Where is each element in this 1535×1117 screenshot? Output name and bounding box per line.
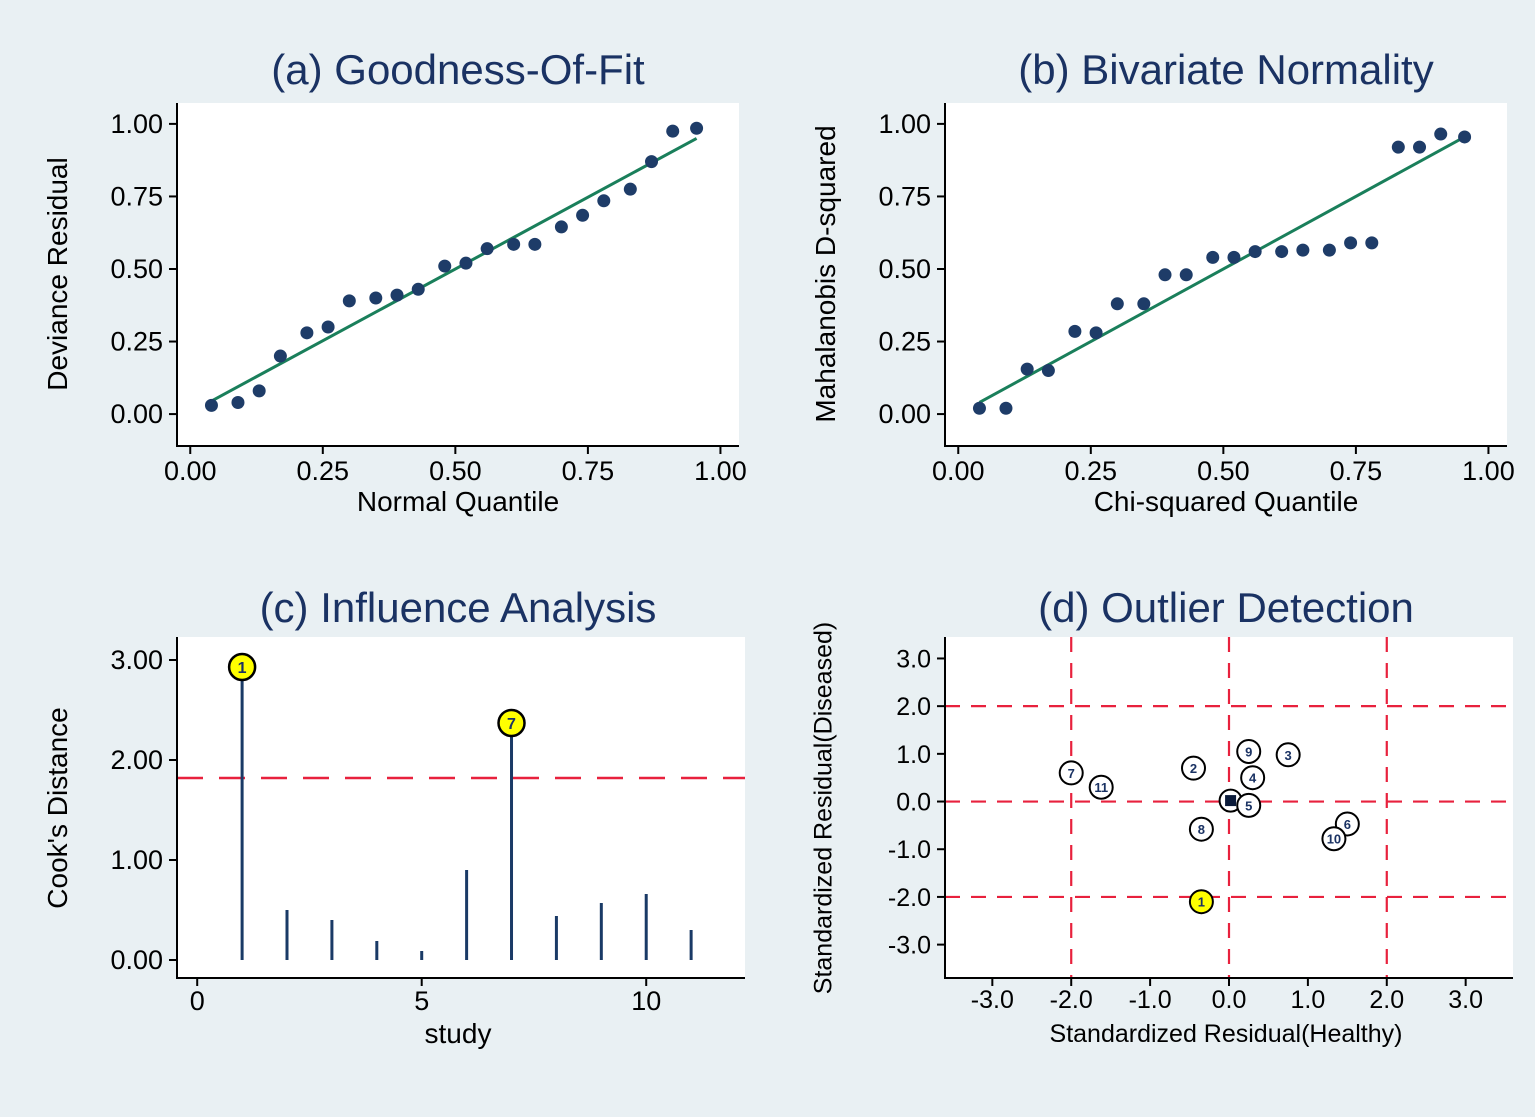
panel-a-y-axis-title: Deviance Residual — [42, 157, 73, 391]
svg-text:0: 0 — [190, 986, 205, 1016]
svg-text:0.00: 0.00 — [932, 456, 985, 486]
panel-goodness-of-fit: 0.00 0.25 0.50 0.75 1.00 0.00 0.25 0.50 0.75 1.00… — [0, 0, 767, 558]
svg-text:5: 5 — [1245, 798, 1252, 813]
svg-text:-1.0: -1.0 — [1129, 986, 1172, 1014]
svg-text:-2.0: -2.0 — [888, 884, 931, 912]
svg-text:1: 1 — [1198, 895, 1205, 910]
svg-text:1.0: 1.0 — [1291, 986, 1326, 1014]
axes — [937, 103, 1507, 454]
svg-text:6: 6 — [1344, 817, 1351, 832]
svg-text:4: 4 — [1249, 771, 1257, 786]
svg-text:0.50: 0.50 — [878, 254, 931, 284]
panel-c-x-axis-title: study — [424, 1018, 492, 1049]
svg-text:7: 7 — [1068, 766, 1075, 781]
svg-text:-3.0: -3.0 — [971, 986, 1014, 1014]
svg-text:5: 5 — [414, 986, 429, 1016]
svg-text:0.75: 0.75 — [878, 181, 931, 211]
svg-text:3.00: 3.00 — [110, 645, 163, 675]
influential-study-markers: 17 — [227, 652, 526, 738]
svg-text:3: 3 — [1285, 748, 1292, 763]
panel-a-title: (a) Goodness-Of-Fit — [271, 46, 645, 93]
svg-text:0.00: 0.00 — [878, 399, 931, 429]
svg-text:11: 11 — [1094, 780, 1108, 795]
svg-text:0.0: 0.0 — [896, 789, 931, 817]
plot-background — [945, 103, 1507, 446]
svg-text:0.25: 0.25 — [1065, 456, 1118, 486]
plot-background — [177, 637, 745, 978]
svg-text:0.25: 0.25 — [878, 327, 931, 357]
fit-line — [210, 137, 698, 403]
scatter-points — [972, 127, 1472, 415]
panel-d-plot-area: -3.0 -2.0 -1.0 0.0 1.0 2.0 3.0 -3.0 -2.0 -1.0 0.0 1… — [888, 637, 1513, 1014]
svg-text:0.50: 0.50 — [110, 254, 163, 284]
svg-text:-3.0: -3.0 — [888, 932, 931, 960]
panel-c-y-axis-title: Cook's Distance — [42, 707, 73, 909]
axes — [169, 637, 745, 986]
panel-b-x-axis-title: Chi-squared Quantile — [1093, 486, 1359, 517]
panel-bivariate-normality: 0.00 0.25 0.50 0.75 1.00 0.00 0.25 0.50 0.75 1.00… — [768, 0, 1535, 558]
svg-text:9: 9 — [1245, 744, 1252, 759]
panel-d-y-axis-title: Standardized Residual(Diseased) — [809, 621, 838, 995]
svg-text:0.25: 0.25 — [297, 456, 350, 486]
svg-text:3.0: 3.0 — [896, 645, 931, 673]
cooks-distance-spikes — [240, 667, 693, 960]
panel-d-x-axis-title: Standardized Residual(Healthy) — [1049, 1020, 1403, 1048]
svg-text:1.00: 1.00 — [1462, 456, 1515, 486]
svg-text:0.00: 0.00 — [164, 456, 217, 486]
svg-text:0.75: 0.75 — [110, 181, 163, 211]
svg-text:1.00: 1.00 — [694, 456, 747, 486]
tick-labels: 0.00 0.25 0.50 0.75 1.00 0.00 0.25 0.50 0.75 1.00 — [110, 109, 746, 486]
svg-text:2.0: 2.0 — [896, 693, 931, 721]
svg-text:-1.0: -1.0 — [888, 836, 931, 864]
svg-text:2.0: 2.0 — [1369, 986, 1404, 1014]
panel-b-title: (b) Bivariate Normality — [1018, 46, 1434, 93]
svg-text:0.75: 0.75 — [1330, 456, 1383, 486]
svg-text:0.25: 0.25 — [110, 327, 163, 357]
panel-d-title: (d) Outlier Detection — [1038, 584, 1414, 631]
svg-text:0.00: 0.00 — [110, 399, 163, 429]
svg-text:1.00: 1.00 — [110, 109, 163, 139]
panel-b-plot-area: 0.00 0.25 0.50 0.75 1.00 0.00 0.25 0.50 0.75 1.00 — [878, 103, 1515, 486]
svg-text:3.0: 3.0 — [1448, 986, 1483, 1014]
axes — [937, 637, 1513, 986]
svg-text:0.50: 0.50 — [1197, 456, 1250, 486]
panel-a-x-axis-title: Normal Quantile — [356, 486, 560, 517]
svg-text:7: 7 — [507, 716, 516, 733]
tick-labels: 0 5 10 0.00 1.00 2.00 3.00 — [110, 645, 661, 1016]
fit-line — [978, 135, 1466, 404]
svg-text:0.50: 0.50 — [429, 456, 482, 486]
panel-influence-analysis: 0 5 10 0.00 1.00 2.00 3.00 1 7 (c) Influence Ana… — [0, 558, 767, 1117]
panel-a-plot-area: 0.00 0.25 0.50 0.75 1.00 0.00 0.25 0.50 0.75 1.00 — [110, 103, 747, 486]
svg-text:10: 10 — [631, 986, 661, 1016]
svg-text:-2.0: -2.0 — [1050, 986, 1093, 1014]
svg-text:10: 10 — [1327, 832, 1341, 847]
svg-text:0.00: 0.00 — [110, 945, 163, 975]
scatter-points — [204, 121, 704, 412]
panel-outlier-detection: -3.0 -2.0 -1.0 0.0 1.0 2.0 3.0 -3.0 -2.0 -1.0 0.0 1… — [768, 558, 1535, 1117]
svg-text:8: 8 — [1198, 822, 1205, 837]
svg-text:0.75: 0.75 — [562, 456, 615, 486]
svg-text:1: 1 — [238, 660, 247, 677]
svg-text:2.00: 2.00 — [110, 745, 163, 775]
panel-c-title: (c) Influence Analysis — [259, 584, 657, 631]
panel-c-plot-area: 0 5 100.001.002.003.00 17 — [110, 637, 745, 1016]
tick-labels: 0.00 0.25 0.50 0.75 1.00 0.00 0.25 0.50 0.75 1.00 — [878, 109, 1514, 486]
svg-text:1.0: 1.0 — [896, 741, 931, 769]
axes — [169, 103, 739, 454]
svg-text:1.00: 1.00 — [878, 109, 931, 139]
svg-text:0.0: 0.0 — [1212, 986, 1247, 1014]
panel-b-y-axis-title: Mahalanobis D-squared — [810, 125, 841, 423]
tick-labels: -3.0 -2.0 -1.0 0.0 1.0 2.0 3.0 -3.0 -2.0 -1.0 0.0 1… — [888, 645, 1483, 1014]
svg-text:2: 2 — [1190, 761, 1197, 776]
svg-text:1.00: 1.00 — [110, 845, 163, 875]
